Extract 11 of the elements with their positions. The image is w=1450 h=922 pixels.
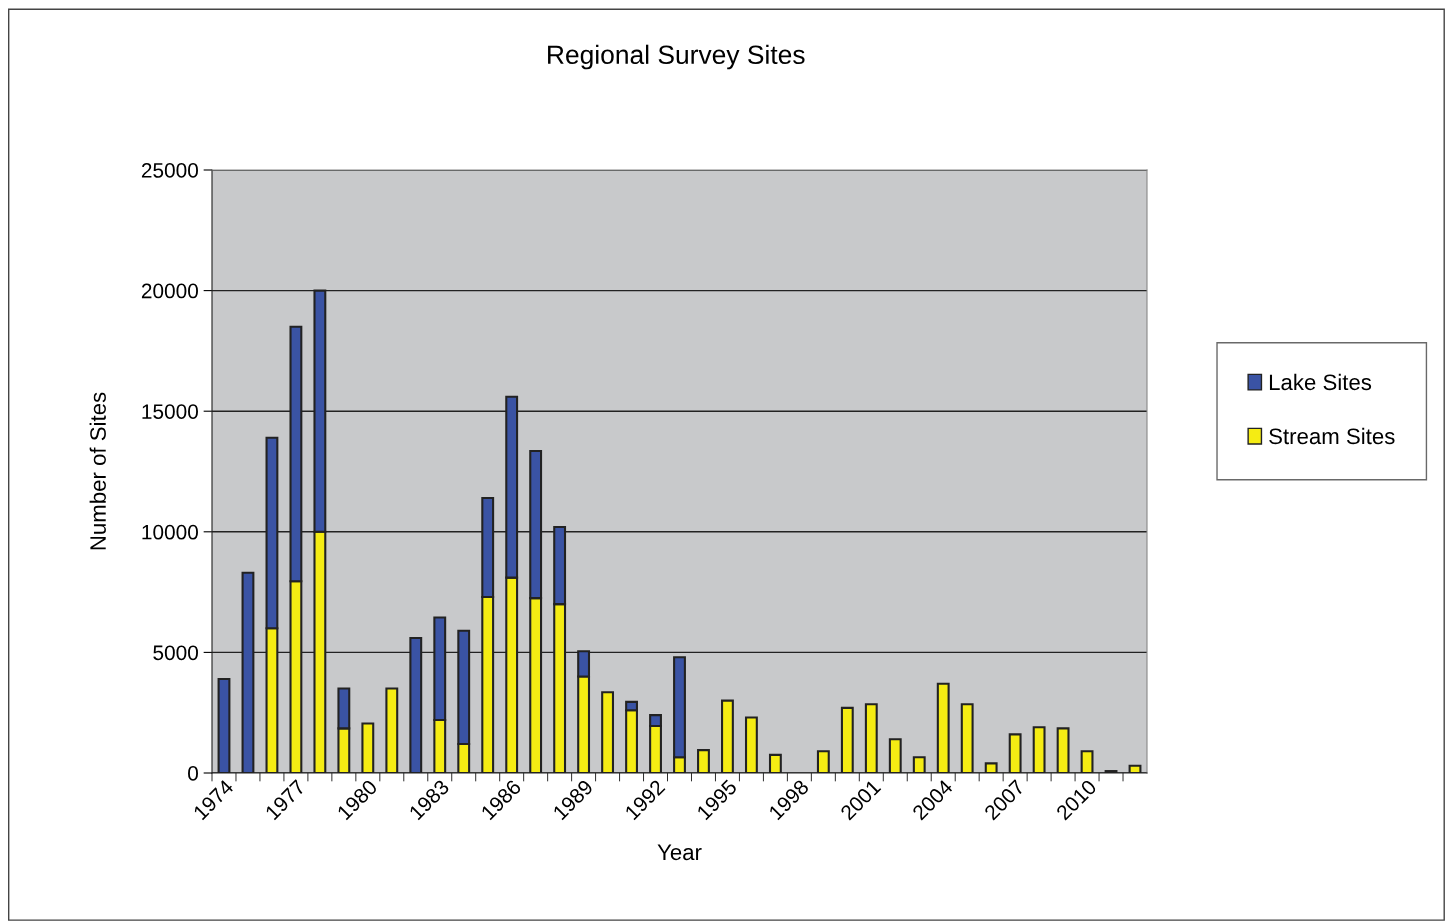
y-tick-label: 25000 xyxy=(141,163,198,178)
chart-title: Regional Survey Sites xyxy=(548,44,805,70)
y-tick-label: 0 xyxy=(188,766,198,781)
y-tick-label: 10000 xyxy=(142,524,198,540)
legend-label: Stream Sites xyxy=(1269,427,1395,445)
y-axis-title: Number of Sites xyxy=(89,392,106,550)
y-tick-label: 20000 xyxy=(141,283,198,299)
y-tick-label: 5000 xyxy=(153,645,198,661)
legend-label: Lake Sites xyxy=(1269,373,1372,391)
y-tick-label: 15000 xyxy=(142,404,198,419)
x-axis-title: Year xyxy=(657,844,702,861)
